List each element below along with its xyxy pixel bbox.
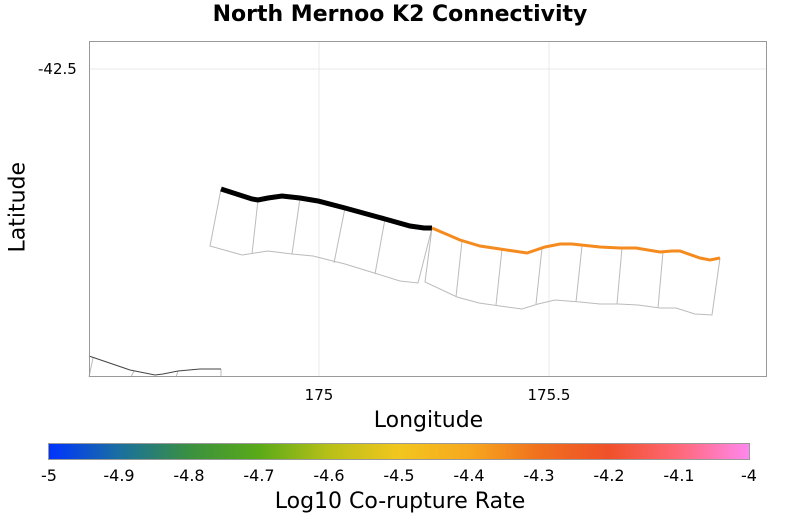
y-tick-label: -42.5 [38, 60, 77, 78]
colorbar-tick-label: -4.2 [593, 466, 625, 485]
colorbar-tick-label: -4 [741, 466, 757, 485]
colorbar-tick-label: -4.4 [453, 466, 485, 485]
colorbar-label: Log10 Co-rupture Rate [274, 489, 526, 514]
y-axis-label: Latitude [5, 161, 31, 253]
colorbar-tick-label: -4.1 [663, 466, 695, 485]
selected-fault-trace [220, 186, 432, 231]
x-tick-label: 175 [304, 386, 334, 404]
x-tick-label: 175.5 [527, 386, 571, 404]
colorbar-tick-label: -4.8 [173, 466, 205, 485]
connected-fault-trace [431, 226, 721, 262]
colorbar-tick-label: -5 [41, 466, 57, 485]
coastline-trace [88, 355, 221, 376]
colorbar-tick-label: -4.6 [313, 466, 345, 485]
colorbar-tick-label: -4.3 [523, 466, 555, 485]
x-axis-label: Longitude [373, 408, 484, 433]
colorbar [48, 443, 750, 460]
chart-title: North Mernoo K2 Connectivity [212, 2, 588, 27]
colorbar-tick-label: -4.7 [243, 466, 275, 485]
colorbar-tick-label: -4.9 [103, 466, 135, 485]
plot-area [89, 41, 767, 377]
fault-section-outlines [88, 188, 721, 378]
colorbar-tick-label: -4.5 [383, 466, 415, 485]
